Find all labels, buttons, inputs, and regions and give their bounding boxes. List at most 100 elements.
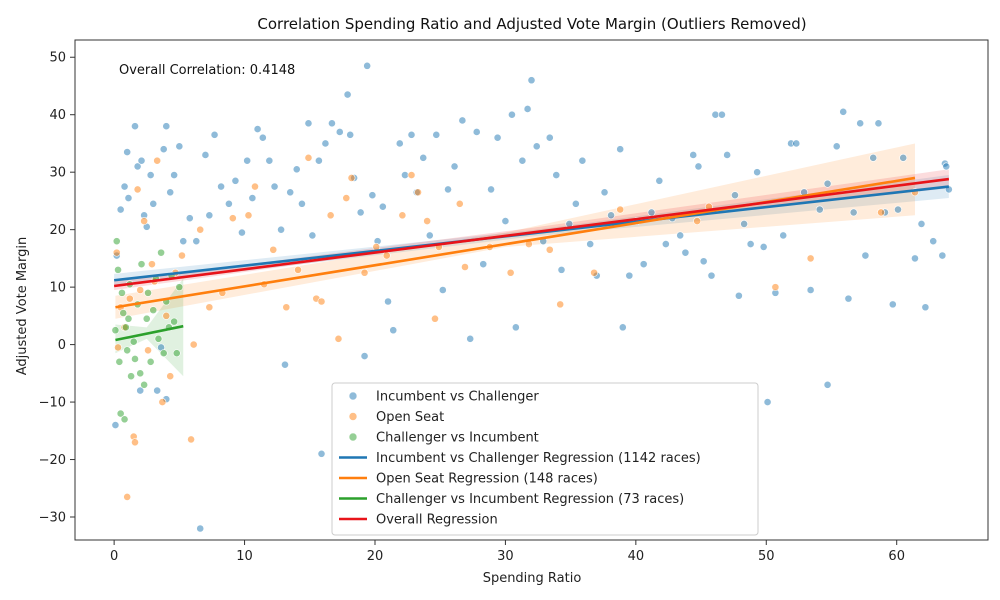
data-point (281, 360, 289, 369)
data-point (121, 323, 130, 332)
data-point (479, 260, 488, 269)
y-tick-label: 40 (49, 108, 66, 123)
data-point (153, 386, 162, 395)
data-point (763, 398, 772, 406)
data-point (114, 343, 122, 352)
data-point (398, 211, 407, 220)
data-point (888, 300, 897, 309)
data-point (136, 286, 145, 294)
data-point (253, 125, 262, 133)
data-point (162, 122, 171, 131)
data-point (179, 237, 188, 246)
y-tick-label: 10 (49, 281, 66, 296)
data-point (545, 245, 554, 254)
y-tick-label: 30 (49, 166, 66, 181)
data-point (779, 231, 788, 240)
data-point (251, 182, 259, 191)
data-point (292, 165, 301, 174)
data-point (131, 122, 139, 131)
data-point (942, 162, 951, 171)
data-point (123, 346, 132, 355)
data-point (166, 188, 175, 197)
data-point (159, 349, 168, 358)
data-point (647, 208, 656, 217)
x-tick-label: 10 (236, 549, 253, 564)
data-point (228, 214, 237, 223)
data-point (861, 251, 870, 260)
data-point (734, 291, 743, 300)
regression-line (115, 176, 916, 309)
data-point (655, 176, 664, 185)
data-point (187, 435, 195, 444)
data-point (607, 211, 615, 220)
data-point (438, 286, 447, 294)
data-point (423, 217, 432, 225)
data-point (625, 271, 634, 280)
correlation-annotation: Overall Correlation: 0.4148 (119, 63, 295, 78)
data-point (407, 130, 416, 139)
data-point (414, 188, 422, 197)
data-point (759, 242, 768, 251)
data-point (133, 162, 142, 171)
data-point (823, 179, 832, 188)
data-point (493, 133, 502, 142)
data-point (149, 199, 158, 208)
plot-area: 0 10 20 30 40 50 60 −30 −20 −10 0 10 20 30 40 50 (39, 39, 989, 564)
data-point (384, 297, 392, 306)
data-point (170, 171, 179, 179)
data-point (334, 334, 343, 343)
data-point (444, 185, 452, 194)
data-point (124, 314, 133, 323)
legend-label: Open Seat (376, 410, 444, 425)
legend-label: Incumbent vs Challenger Regression (1142… (376, 451, 701, 466)
data-point (116, 205, 125, 214)
data-point (746, 240, 755, 248)
data-point (806, 254, 815, 263)
data-point (693, 217, 702, 225)
data-point (911, 254, 919, 263)
data-point (317, 449, 326, 458)
data-point (740, 220, 748, 228)
data-point (131, 355, 139, 363)
data-point (125, 294, 134, 303)
data-point (166, 372, 175, 381)
data-point (315, 156, 323, 165)
data-point (127, 372, 135, 381)
data-point (185, 214, 194, 223)
data-point (368, 191, 377, 200)
data-point (317, 297, 326, 306)
data-point (869, 153, 878, 162)
data-point (248, 194, 257, 202)
data-point (360, 352, 369, 360)
data-point (205, 211, 214, 220)
data-point (144, 288, 152, 297)
data-point (552, 171, 561, 179)
data-point (175, 283, 184, 292)
x-tick-label: 40 (628, 549, 645, 564)
data-point (711, 110, 720, 119)
data-point (466, 334, 475, 343)
data-point (378, 202, 387, 211)
data-point (518, 156, 527, 165)
data-point (201, 151, 210, 159)
data-point (116, 409, 125, 418)
data-point (407, 171, 416, 179)
data-point (189, 340, 198, 349)
y-tick-label: −10 (39, 396, 66, 411)
data-point (419, 153, 428, 162)
data-point (501, 217, 510, 225)
data-point (175, 142, 184, 151)
data-point (123, 148, 132, 156)
y-tick-label: 0 (58, 338, 66, 353)
data-point (681, 248, 690, 257)
legend-label: Challenger vs Incumbent (376, 431, 539, 446)
data-point (335, 128, 344, 136)
data-point (389, 326, 398, 335)
data-point (142, 314, 151, 323)
legend-marker (348, 412, 358, 421)
data-point (432, 130, 441, 139)
data-point (938, 251, 947, 260)
data-point (118, 288, 126, 297)
data-point (154, 334, 163, 343)
